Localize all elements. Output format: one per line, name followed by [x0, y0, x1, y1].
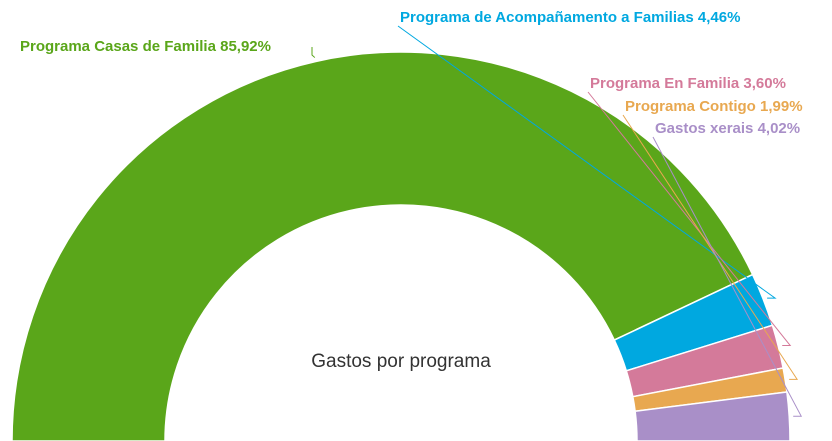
- value-label: 4,46%: [698, 9, 741, 26]
- leader-line: [587, 91, 792, 347]
- slice: [11, 51, 754, 441]
- category-label: Gastos xerais: [655, 120, 753, 137]
- slice: [634, 391, 791, 441]
- value-label: 85,92%: [220, 38, 271, 55]
- value-label: 1,99%: [760, 98, 803, 115]
- chart-title: Gastos por programa: [311, 351, 491, 372]
- leader-line: [652, 136, 803, 417]
- leader-line: [311, 47, 316, 58]
- leader-line: [397, 25, 777, 299]
- value-label: 4,02%: [758, 120, 801, 137]
- data-label: Programa de Acompañamento a Familias 4,4…: [400, 9, 740, 26]
- data-label: Programa Casas de Familia 85,92%: [20, 38, 271, 55]
- category-label: Programa Casas de Familia: [20, 38, 217, 55]
- category-label: Programa de Acompañamento a Familias: [400, 9, 694, 26]
- data-label: Programa Contigo 1,99%: [625, 98, 803, 115]
- leader-line: [622, 114, 799, 380]
- value-label: 3,60%: [743, 75, 786, 92]
- data-label: Programa En Familia 3,60%: [590, 75, 786, 92]
- data-label: Gastos xerais 4,02%: [655, 120, 800, 137]
- category-label: Programa Contigo: [625, 98, 756, 115]
- category-label: Programa En Familia: [590, 75, 740, 92]
